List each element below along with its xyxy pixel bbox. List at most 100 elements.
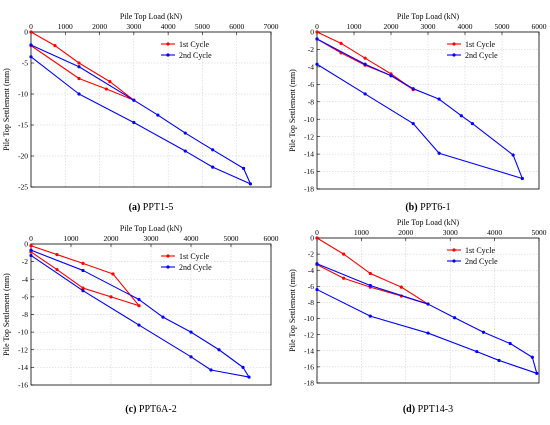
x-tick-label: 2000 [92,22,107,31]
data-point [189,330,193,334]
data-point [137,297,141,302]
data-point [363,62,367,66]
data-point [53,44,57,48]
legend-marker [166,254,170,258]
data-point [470,121,474,126]
data-point [77,65,81,69]
data-point [530,355,534,359]
data-point [411,121,415,126]
data-point [437,151,441,155]
y-tick-label: -8 [308,298,314,307]
x-tick-label: 6000 [229,22,244,31]
x-tick-label: 5000 [224,234,239,243]
data-point [368,271,372,276]
data-point [426,331,430,335]
data-point [55,267,59,272]
data-point [81,261,85,265]
data-point [132,98,136,102]
legend: 1st Cycle 2nd Cycle [161,40,212,60]
y-tick-label: -15 [18,121,28,130]
data-point [29,30,33,34]
y-axis-title: Pile Top Settlement (mm) [2,273,11,356]
data-point [339,41,343,45]
legend-label: 1st Cycle [465,40,495,49]
data-point [241,365,245,369]
data-point [247,375,251,379]
data-point [77,76,81,81]
data-point [29,43,33,47]
panel-caption-id: (b) [405,202,417,213]
y-tick-label: -12 [18,345,28,354]
chart-panel-4: 0 1000 2000 3000 4000 5000 0 -2 -4 -6 -8 -10 -12 -14 -… [288,218,547,415]
data-point [315,236,319,240]
data-point [132,120,136,125]
data-point [183,149,187,153]
x-tick-label: 0 [29,234,33,243]
data-point [426,302,430,306]
y-axis-title: Pile Top Settlement (mm) [288,269,297,352]
y-tick-label: 0 [310,234,314,243]
plot-frame [316,237,540,384]
panel-caption-id: (d) [403,404,415,415]
x-tick-label: 5000 [532,228,547,237]
y-tick-label: -6 [308,282,314,291]
x-tick-label: 6000 [264,234,279,243]
x-tick-label: 1000 [347,22,362,31]
x-tick-label: 0 [29,22,33,31]
data-point [161,315,165,319]
x-tick-label: 1000 [58,22,73,31]
legend-marker [166,42,170,46]
data-point [363,92,367,96]
x-tick-label: 0 [315,22,319,31]
data-point [315,37,319,41]
data-point [535,371,539,375]
data-point [156,113,160,117]
data-point [137,304,141,308]
panel-caption-text: PPT6A-2 [136,404,176,415]
y-axis-title: Pile Top Settlement (mm) [288,69,297,152]
data-point [55,252,59,257]
legend-marker [166,53,170,57]
chart-panel-3: 0 1000 2000 3000 4000 5000 6000 0 -2 -4 -6 -8 -10 -12… [2,224,279,415]
data-point [211,148,215,152]
x-tick-label: 4000 [161,22,176,31]
data-point [315,262,319,266]
y-tick-label: -16 [18,381,28,390]
panel-caption-text: PPT1-5 [140,202,173,213]
y-tick-label: -8 [308,97,314,106]
data-point [342,276,346,280]
data-point [81,289,85,293]
x-tick-label: 5000 [495,22,510,31]
y-tick-label: -20 [18,152,28,161]
data-point [437,97,441,101]
data-point [211,165,215,169]
data-point [368,283,372,288]
legend-label: 1st Cycle [465,246,495,255]
data-point [29,253,33,258]
data-point [453,316,457,320]
data-point [189,355,193,359]
data-point [508,341,512,346]
y-tick-label: -16 [304,167,314,176]
panel-caption-id: (a) [129,202,141,213]
data-point [108,80,112,84]
data-point [315,30,319,34]
y-tick-label: -2 [22,257,28,266]
y-axis-title: Pile Top Settlement (mm) [2,68,11,151]
y-tick-label: -6 [308,80,314,89]
panel-caption: (b) PPT6-1 [405,202,450,213]
legend: 1st Cycle 2nd Cycle [447,246,498,266]
y-tick-label: -10 [304,314,314,323]
data-point [315,62,319,66]
y-tick-label: -2 [308,45,314,54]
series-line-1 [30,31,135,101]
data-point [241,166,246,170]
x-tick-label: 6000 [532,22,547,31]
legend: 1st Cycle 2nd Cycle [447,40,498,60]
y-tick-label: -2 [308,250,314,259]
legend-marker [166,265,170,269]
x-axis-title: Pile Top Load (kN) [397,12,460,21]
y-tick-label: -10 [18,328,28,337]
x-tick-label: 3000 [443,228,458,237]
